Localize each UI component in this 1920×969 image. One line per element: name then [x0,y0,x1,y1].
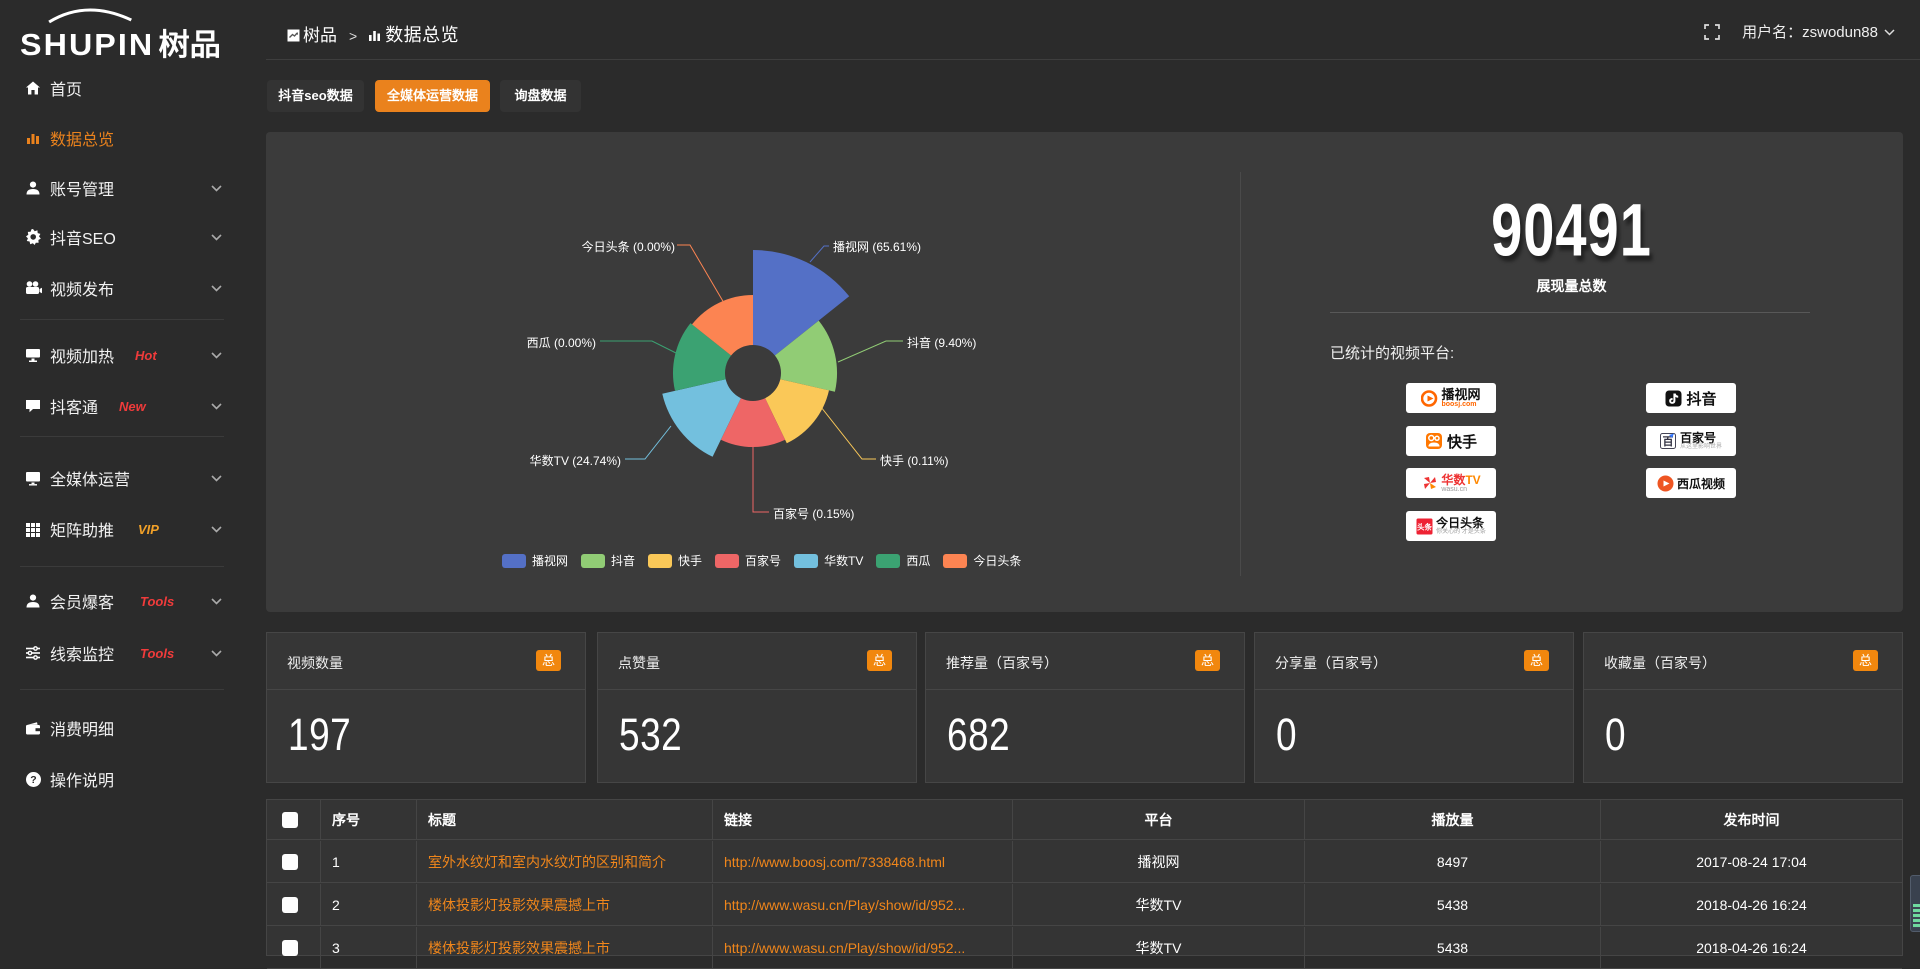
svg-text:头条: 头条 [1417,521,1433,531]
svg-text:百: 百 [1662,435,1673,448]
svg-text:?: ? [30,774,36,786]
